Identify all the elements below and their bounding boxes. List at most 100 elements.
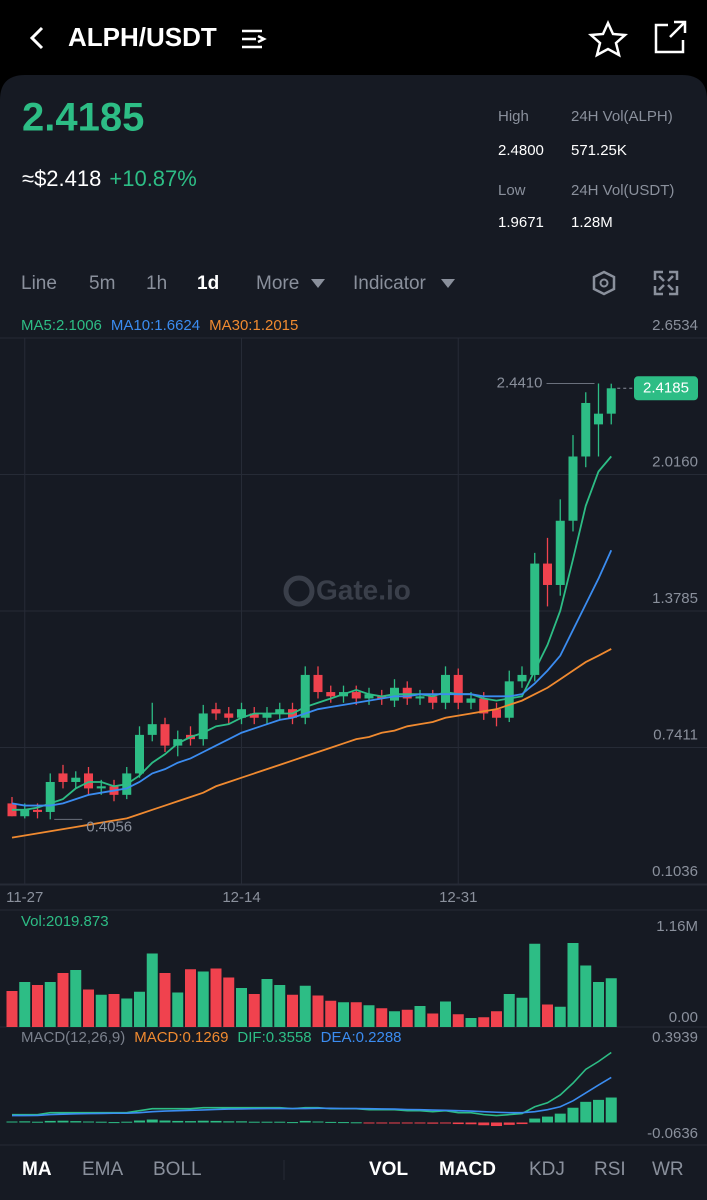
macd-bar (350, 1122, 362, 1124)
usd-price: ≈$2.418 (22, 166, 101, 191)
pair-title[interactable]: ALPH/USDT (68, 22, 217, 52)
candle-body (262, 713, 272, 718)
volume-bar (363, 1005, 375, 1027)
macd-legend: MACD:0.1269 (134, 1029, 228, 1046)
candle-body (313, 674, 323, 693)
macd-bar (223, 1121, 235, 1123)
macd-bar (401, 1122, 413, 1124)
volume-bar (172, 992, 184, 1027)
macd-legend: DIF:0.3558 (237, 1029, 311, 1046)
y-tick-label: 2.0160 (652, 453, 698, 470)
volume-bar (325, 1000, 337, 1027)
indicator-tab[interactable]: VOL (369, 1159, 408, 1180)
volume-bar (427, 1013, 439, 1027)
y-tick-label: 0.1036 (652, 863, 698, 880)
volume-bar (452, 1014, 464, 1027)
macd-bar (312, 1121, 324, 1123)
interval-tab[interactable]: More (256, 273, 299, 294)
interval-tab[interactable]: 1h (146, 273, 167, 294)
volume-bar (491, 1011, 502, 1027)
interval-tab[interactable]: 1d (197, 273, 219, 294)
volume-bar (580, 965, 592, 1027)
volume-bar (95, 994, 107, 1027)
macd-bar (529, 1118, 541, 1123)
x-tick-label: 11-27 (6, 889, 43, 906)
volume-bar (414, 1006, 426, 1027)
fullscreen-button[interactable] (653, 270, 679, 296)
favorite-button[interactable] (587, 19, 629, 58)
indicator-tab[interactable]: MA (22, 1159, 52, 1180)
volume-bar (223, 977, 235, 1027)
candle-body (211, 709, 221, 714)
candle-body (96, 786, 106, 789)
macd-bar (440, 1122, 451, 1124)
volume-bar (261, 979, 273, 1027)
candle-body (249, 713, 259, 718)
indicator-tab[interactable]: BOLL (153, 1159, 202, 1180)
ma-legend: MA5:2.1006 (21, 317, 102, 334)
macd-bar (503, 1122, 515, 1125)
pair-menu-icon[interactable] (242, 29, 267, 49)
macd-bar (287, 1122, 298, 1124)
macd-bar (274, 1121, 286, 1123)
volume-bar (554, 1006, 566, 1027)
candle-body (415, 696, 425, 699)
volume-bar (503, 994, 515, 1027)
back-button[interactable] (29, 26, 44, 50)
macd-bar (338, 1122, 349, 1124)
candle-body (275, 709, 285, 714)
macd-bar (593, 1099, 604, 1123)
candle-body (20, 809, 30, 817)
candle-body (364, 694, 374, 699)
stat-value: 571.25K (571, 142, 627, 159)
volume-bar (529, 943, 541, 1027)
volume-bar (57, 973, 69, 1027)
volume-bar (376, 1008, 388, 1027)
y-tick-label: 0.3939 (652, 1029, 698, 1046)
volume-bar (567, 943, 579, 1027)
macd-bar (554, 1113, 566, 1123)
ma-legend: MA30:1.2015 (209, 317, 298, 334)
indicator-tab[interactable]: RSI (594, 1159, 626, 1180)
min-marker-label: 0.4056 (86, 818, 132, 835)
settings-icon-dot (599, 278, 609, 288)
macd-bar (108, 1122, 120, 1124)
volume-bar (197, 971, 209, 1027)
candle-body (71, 777, 81, 782)
volume-bar (287, 994, 298, 1027)
macd-bar (414, 1122, 426, 1124)
macd-bar (6, 1121, 18, 1123)
macd-bar (121, 1121, 133, 1123)
dropdown-arrow (311, 279, 325, 288)
interval-tab[interactable]: 5m (89, 273, 115, 294)
candle-body (45, 781, 55, 812)
macd-bar (134, 1120, 145, 1123)
macd-bar (516, 1122, 528, 1125)
macd-bar (478, 1122, 490, 1126)
interval-tab[interactable]: Line (21, 273, 57, 294)
volume-bar (605, 978, 617, 1027)
volume-bar (312, 995, 324, 1027)
ma-line (11, 648, 612, 839)
volume-bar (299, 985, 311, 1027)
indicator-tab[interactable]: KDJ (529, 1159, 565, 1180)
settings-button[interactable] (592, 270, 616, 296)
volume-bar (465, 1018, 477, 1027)
indicator-tab[interactable]: MACD (439, 1159, 496, 1180)
macd-legend: MACD(12,26,9) (21, 1029, 125, 1046)
price-change: +10.87% (109, 166, 196, 191)
last-price-tag (634, 376, 698, 401)
watermark-logo (283, 575, 315, 607)
share-button[interactable] (654, 20, 687, 54)
x-tick-label: 12-31 (439, 889, 477, 906)
macd-bar (567, 1107, 579, 1123)
macd-bar (57, 1120, 69, 1123)
stat-value: 1.28M (571, 214, 613, 231)
indicator-tab[interactable]: EMA (82, 1159, 124, 1180)
candle-body (428, 696, 438, 703)
indicator-tab[interactable]: Indicator (353, 273, 427, 294)
candle-body (147, 724, 157, 735)
indicator-tab[interactable]: WR (652, 1159, 684, 1180)
dropdown-arrow (441, 279, 455, 288)
stat-value: 1.9671 (498, 214, 544, 231)
